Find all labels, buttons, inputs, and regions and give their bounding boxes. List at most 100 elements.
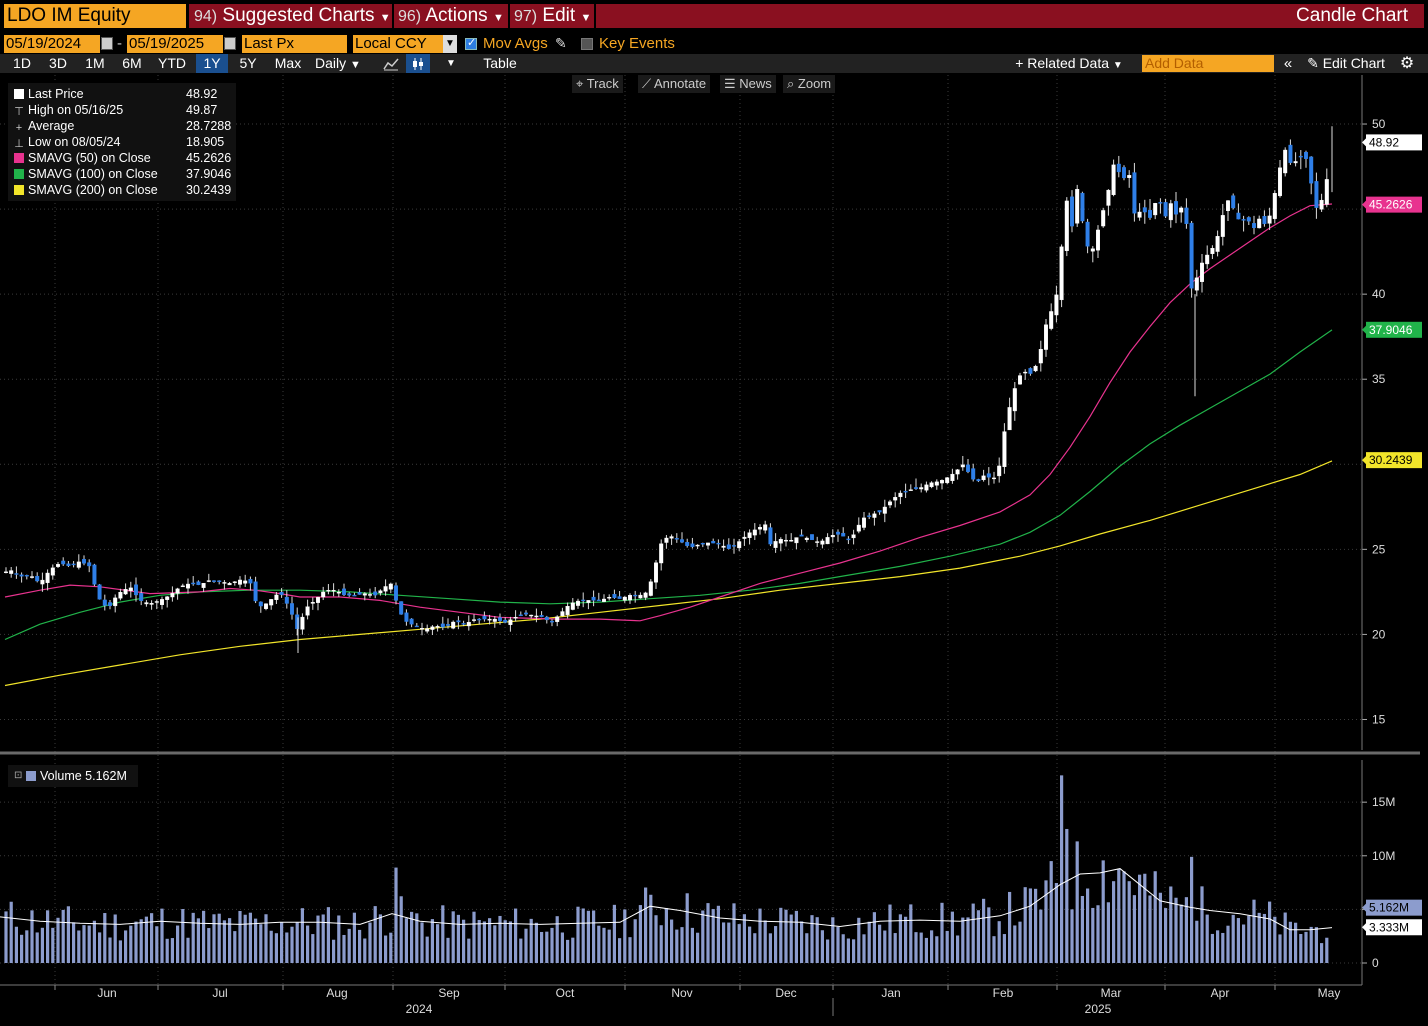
period-ytd[interactable]: YTD: [158, 55, 186, 71]
volume-bar: [1101, 860, 1105, 963]
last-price-badge: 48.92: [1369, 135, 1399, 149]
candle-body: [534, 615, 539, 618]
candle-body: [934, 481, 939, 486]
mov-avgs-label[interactable]: Mov Avgs: [483, 35, 548, 52]
legend-last-price[interactable]: Last Price: [14, 86, 84, 102]
edit-menu[interactable]: 97) Edit ▼: [514, 4, 591, 28]
edit-chart-button[interactable]: ✎ Edit Chart: [1300, 54, 1392, 73]
legend-sma100[interactable]: SMAVG (100) on Close: [14, 166, 158, 182]
volume-bar: [384, 935, 388, 963]
zoom-button[interactable]: ⌕ Zoom: [783, 75, 836, 93]
volume-bar: [1086, 888, 1090, 963]
candle-body: [1163, 202, 1168, 217]
volume-bar: [555, 916, 559, 963]
candle-body: [529, 614, 534, 617]
candle-body: [570, 602, 575, 610]
add-data-input[interactable]: Add Data: [1142, 55, 1274, 72]
volume-bar: [586, 910, 590, 963]
candle-body: [1002, 431, 1007, 467]
candle-body: [1023, 371, 1028, 374]
chevron-down-icon: ▼: [492, 12, 504, 24]
actions-menu[interactable]: 96) Actions ▼: [398, 4, 504, 28]
period-1y[interactable]: 1Y: [196, 54, 228, 73]
legend-sma200[interactable]: SMAVG (200) on Close: [14, 182, 158, 198]
candle-chart-icon[interactable]: [406, 54, 430, 73]
key-events-checkbox[interactable]: [581, 38, 593, 50]
volume-bar: [893, 933, 897, 963]
period-toolbar: [0, 54, 1428, 73]
volume-bar: [14, 926, 18, 963]
volume-bar: [186, 937, 190, 963]
candle-body: [758, 527, 763, 530]
related-data-label: Related Data: [1027, 55, 1109, 71]
candle-body: [71, 563, 76, 566]
candle-body: [586, 600, 591, 603]
chart-canvas[interactable]: 15202535405005M10M15MJunJulAugSepOctNovD…: [0, 75, 1428, 1026]
volume-legend[interactable]: ⊡ Volume 5.162M: [8, 765, 138, 787]
period-1d[interactable]: 1D: [13, 55, 31, 71]
end-date-field[interactable]: 05/19/2025: [127, 35, 223, 53]
suggested-charts-menu[interactable]: 94) Suggested Charts ▼: [194, 4, 391, 28]
currency-selector[interactable]: Local CCY: [353, 35, 443, 53]
volume-bar: [176, 925, 180, 963]
calendar-icon[interactable]: [101, 37, 113, 50]
key-events-label[interactable]: Key Events: [599, 35, 675, 52]
volume-last-badge-bg: [1366, 899, 1422, 916]
volume-bar: [696, 932, 700, 963]
candle-body: [622, 596, 627, 601]
volume-bar: [789, 914, 793, 963]
candle-body: [742, 536, 747, 539]
track-button[interactable]: ⌖ Track: [572, 75, 623, 93]
candle-body: [14, 573, 19, 575]
volume-bar: [670, 919, 674, 963]
chevron-down-icon[interactable]: ▼: [446, 58, 456, 69]
volume-bar: [92, 920, 96, 963]
month-label: Sep: [438, 986, 460, 1000]
volume-bar: [592, 910, 596, 963]
volume-bar: [597, 925, 601, 963]
candle-body: [118, 592, 123, 599]
candle-body: [196, 581, 201, 586]
collapse-icon[interactable]: «: [1283, 55, 1293, 72]
line-chart-icon[interactable]: [380, 54, 402, 73]
menu-divider: [594, 4, 596, 28]
gear-icon[interactable]: ⚙: [1399, 55, 1415, 72]
candle-body: [482, 615, 487, 620]
candle-body: [804, 537, 809, 540]
related-data-button[interactable]: + Related Data ▼: [1008, 54, 1130, 73]
currency-dropdown-icon[interactable]: ▼: [443, 35, 457, 53]
period-6m[interactable]: 6M: [122, 55, 142, 71]
volume-bar: [290, 926, 294, 963]
month-label: Jun: [97, 986, 116, 1000]
candle-body: [1277, 167, 1282, 197]
pencil-icon[interactable]: ✎: [555, 35, 567, 51]
mov-avgs-checkbox[interactable]: ✓: [465, 37, 477, 50]
candle-body: [211, 580, 216, 582]
legend-sma50[interactable]: SMAVG (50) on Close: [14, 150, 151, 166]
expand-icon[interactable]: ⊡: [14, 770, 23, 781]
candle-body: [1080, 192, 1085, 222]
period-5y[interactable]: 5Y: [239, 55, 257, 71]
volume-bar: [87, 925, 91, 963]
frequency-selector[interactable]: Daily ▼: [310, 54, 372, 73]
candle-body: [24, 575, 29, 577]
candle-body: [1220, 215, 1225, 237]
annotate-button[interactable]: ⟋ Annotate: [638, 75, 711, 93]
candle-body: [1012, 388, 1017, 412]
legend-value: 18.905: [186, 135, 225, 149]
news-icon: ☰: [724, 76, 736, 91]
ticker-field[interactable]: LDO IM Equity: [4, 4, 186, 28]
period-max[interactable]: Max: [274, 55, 302, 71]
field-selector[interactable]: Last Px: [242, 35, 347, 53]
news-button[interactable]: ☰ News: [720, 75, 776, 93]
candle-body: [61, 560, 66, 565]
candle-body: [336, 591, 341, 594]
table-button[interactable]: Table: [483, 55, 517, 71]
candle-body: [1179, 207, 1184, 213]
period-3d[interactable]: 3D: [49, 55, 67, 71]
calendar-icon[interactable]: [224, 37, 236, 50]
candle-body: [373, 591, 378, 596]
period-1m[interactable]: 1M: [85, 55, 105, 71]
start-date-field[interactable]: 05/19/2024: [4, 35, 100, 53]
candle-body: [726, 544, 731, 549]
